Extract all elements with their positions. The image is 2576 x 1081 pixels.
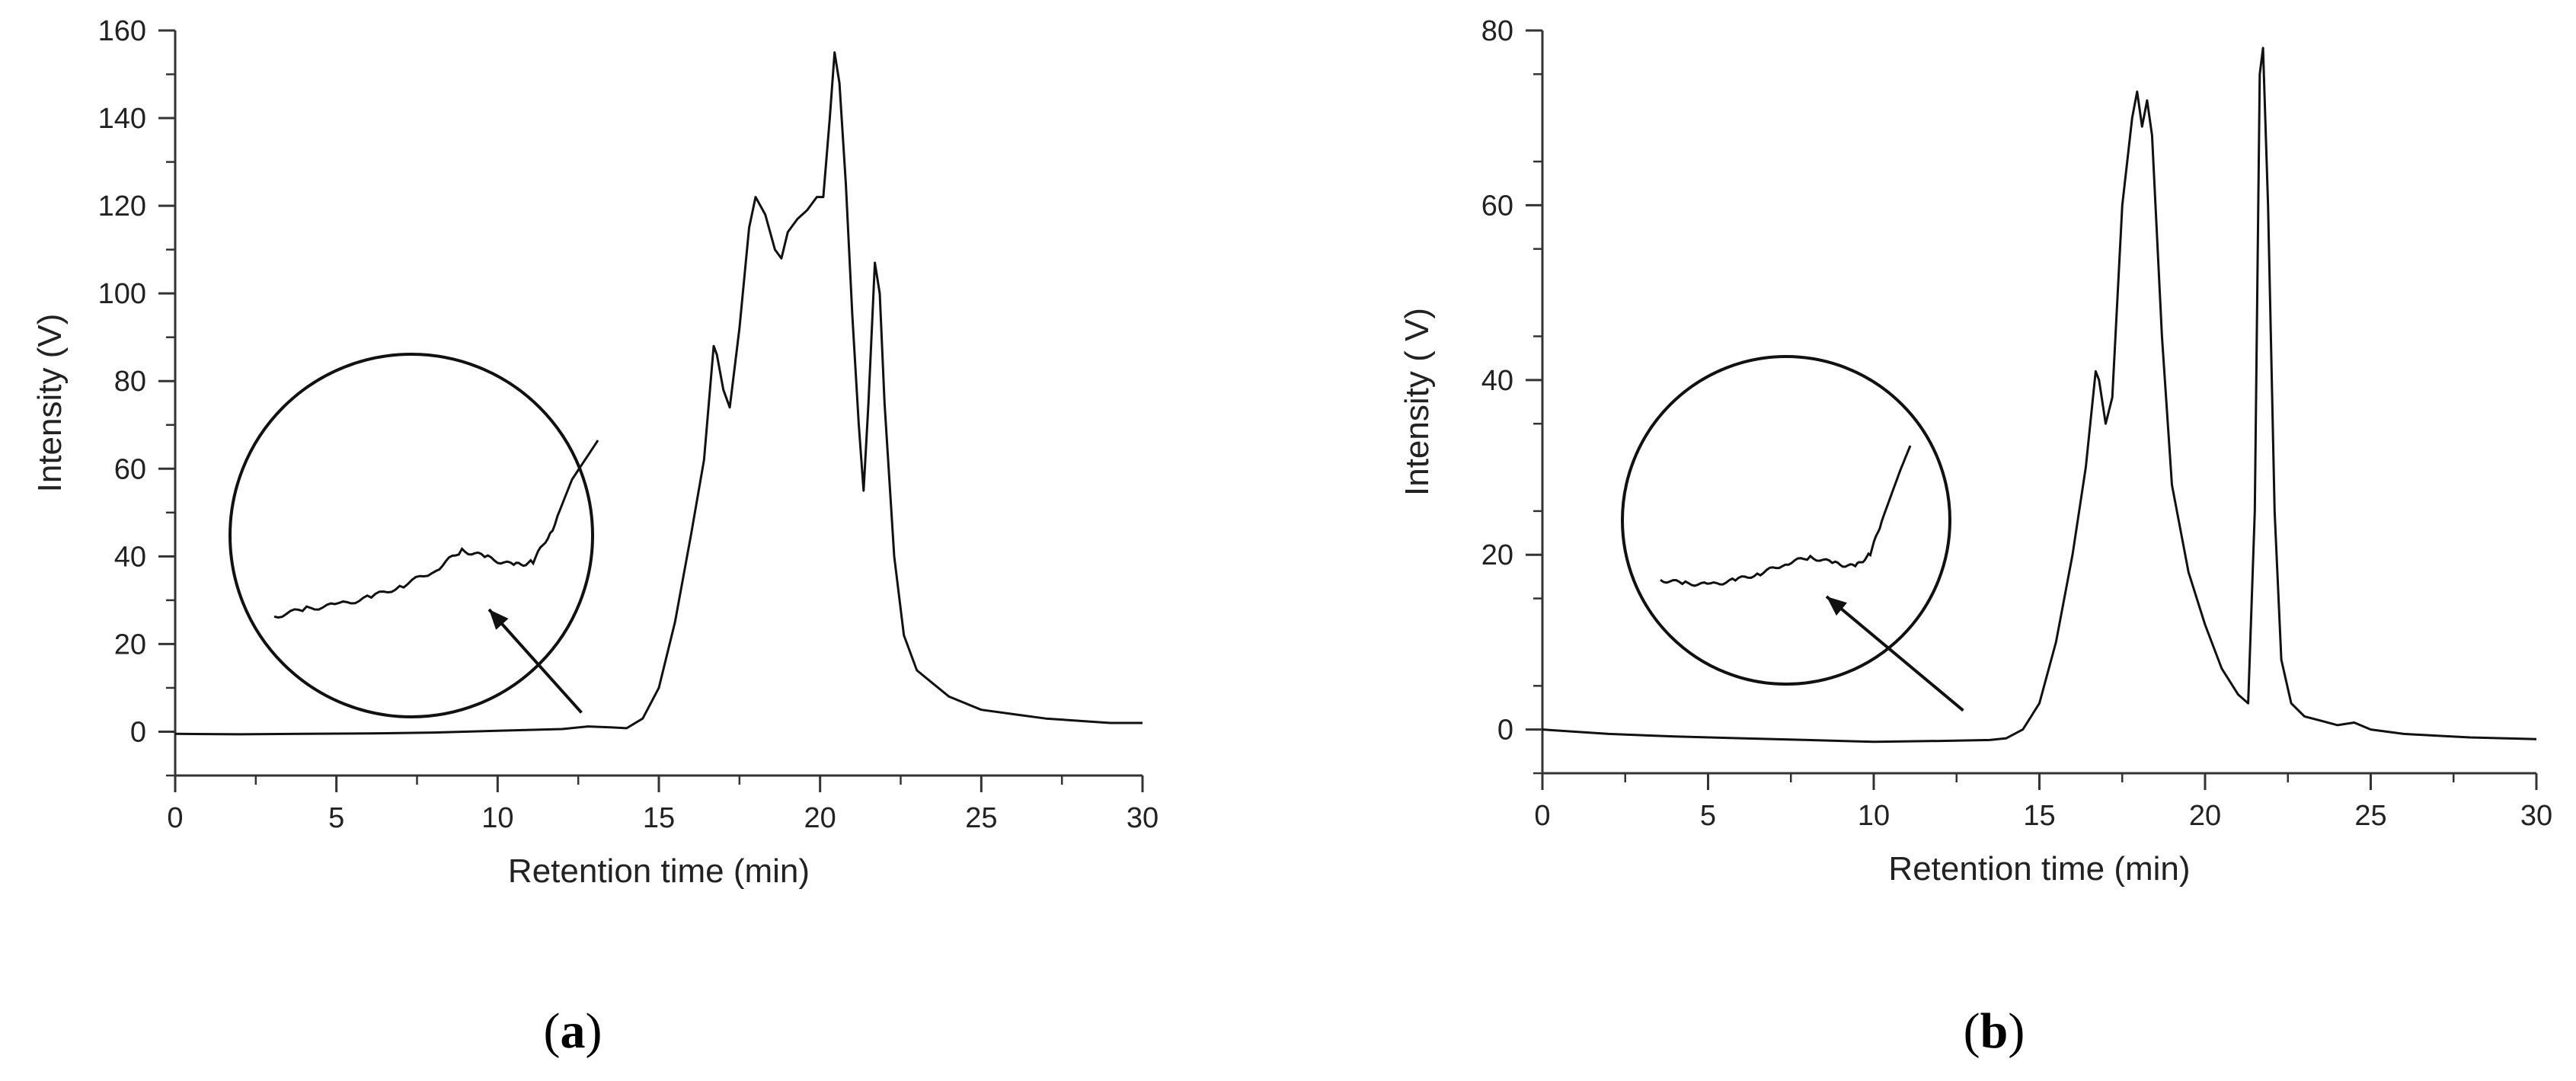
y-tick-label: 40 xyxy=(1481,365,1513,397)
x-tick-label: 10 xyxy=(1858,800,1890,832)
y-tick-label: 120 xyxy=(98,190,146,222)
panel-label-open: ( xyxy=(544,1003,561,1059)
y-tick-label: 40 xyxy=(114,541,146,573)
x-tick-label: 30 xyxy=(2520,800,2552,832)
inset-trace xyxy=(1660,445,1912,587)
y-axis-title: Intensity (V) xyxy=(31,314,69,493)
inset-circle xyxy=(229,353,594,718)
x-tick-label: 5 xyxy=(1700,800,1716,832)
y-tick-label: 20 xyxy=(1481,539,1513,571)
inset-arrow-head xyxy=(489,609,509,630)
y-tick-label: 20 xyxy=(114,628,146,660)
x-tick-label: 0 xyxy=(167,802,183,834)
x-axis-title: Retention time (min) xyxy=(508,852,810,890)
y-tick-label: 80 xyxy=(1481,15,1513,47)
x-tick-label: 5 xyxy=(328,802,344,834)
panel-b-chart: 0 5 10 15 20 25 30 0 20 40 60 80 Retention time (min… xyxy=(1398,15,2552,1059)
y-axis-title: Intensity ( V) xyxy=(1398,308,1436,496)
x-tick-label: 20 xyxy=(804,802,836,834)
x-tick-label: 15 xyxy=(2023,800,2055,832)
y-tick-label: 140 xyxy=(98,103,146,135)
panel-label: (b) xyxy=(1964,1003,2025,1059)
y-tick-label: 0 xyxy=(1497,715,1513,747)
x-tick-label: 10 xyxy=(481,802,513,834)
y-tick-label: 100 xyxy=(98,278,146,310)
y-tick-label: 160 xyxy=(98,15,146,47)
y-tick-label: 80 xyxy=(114,366,146,398)
panel-label: (a) xyxy=(544,1003,602,1059)
chromatogram-line xyxy=(174,51,1143,736)
panel-label-letter: b xyxy=(1980,1003,2009,1059)
inset-arrow xyxy=(487,608,583,714)
x-tick-label: 0 xyxy=(1534,800,1550,832)
x-tick-label: 25 xyxy=(965,802,997,834)
panel-label-open: ( xyxy=(1964,1003,1980,1059)
y-tick-label: 60 xyxy=(114,453,146,485)
chromatogram-line xyxy=(1542,46,2537,744)
panel-a-chart: 0 5 10 15 20 25 30 0 20 40 60 80 100 120 140 160 Retenti… xyxy=(31,15,1159,1059)
inset-arrow-head xyxy=(1827,596,1848,616)
x-tick-label: 25 xyxy=(2354,800,2386,832)
panel-label-letter: a xyxy=(561,1003,586,1059)
x-tick-label: 30 xyxy=(1127,802,1159,834)
y-tick-label: 60 xyxy=(1481,190,1513,222)
inset-circle xyxy=(1621,355,1951,686)
inset-trace xyxy=(273,440,599,619)
panel-label-close: ) xyxy=(586,1003,602,1059)
panel-label-close: ) xyxy=(2008,1003,2025,1059)
x-tick-label: 15 xyxy=(643,802,675,834)
inset-arrow xyxy=(1825,595,1964,712)
y-tick-label: 0 xyxy=(130,716,146,748)
x-tick-label: 20 xyxy=(2189,800,2221,832)
x-axis-title: Retention time (min) xyxy=(1888,850,2190,888)
